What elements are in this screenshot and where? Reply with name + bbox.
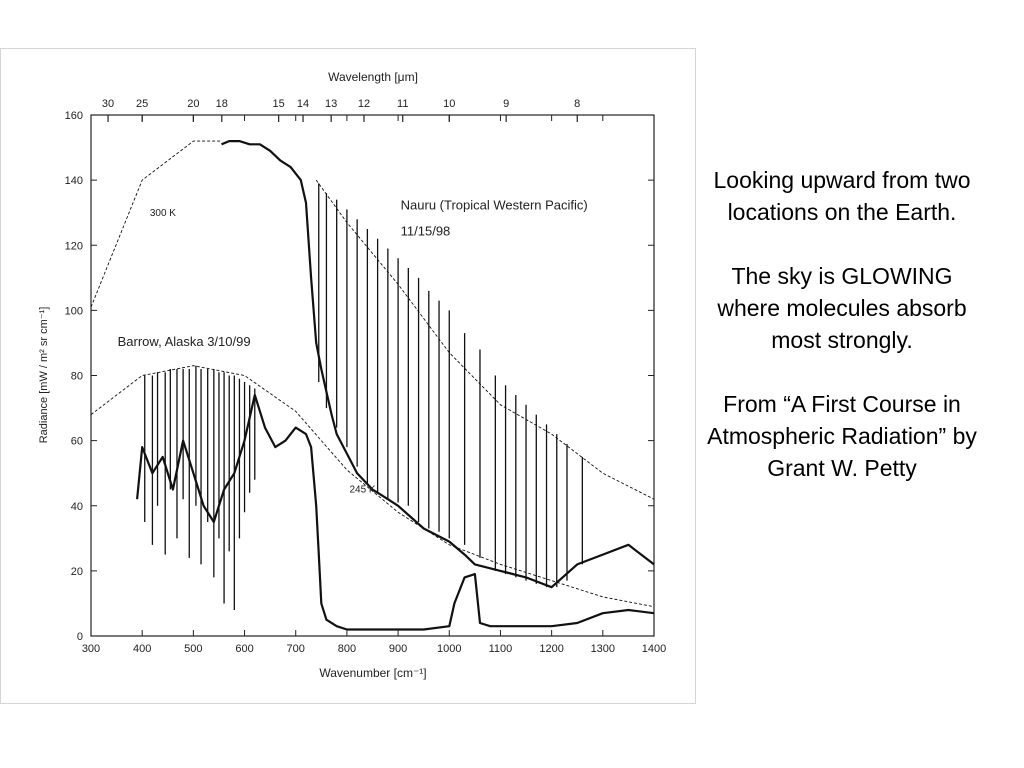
chart-annotation: 11/15/98	[401, 223, 451, 238]
x-tick-label: 1400	[642, 643, 666, 655]
top-tick-label: 18	[216, 98, 228, 110]
top-tick-label: 14	[297, 98, 309, 110]
y-tick-label: 140	[65, 175, 83, 187]
data-layer	[90, 140, 655, 631]
x-tick-label: 800	[338, 643, 356, 655]
chart-annotation: 245 K	[349, 485, 375, 496]
plot-frame	[90, 114, 655, 637]
top-axis-label: Wavelength [μm]	[328, 70, 418, 84]
chart-annotation: Barrow, Alaska 3/10/99	[118, 334, 251, 349]
y-tick-label: 20	[71, 566, 83, 578]
top-tick-label: 20	[187, 98, 199, 110]
x-tick-label: 1200	[539, 643, 563, 655]
top-tick-label: 25	[136, 98, 148, 110]
x-tick-label: 300	[82, 643, 100, 655]
blackbody-curve-3	[315, 179, 655, 500]
y-tick-label: 80	[71, 371, 83, 383]
ticks-layer	[90, 114, 655, 637]
x-tick-label: 1100	[489, 643, 513, 655]
caption-paragraph-2: The sky is GLOWING where molecules absor…	[717, 263, 967, 353]
x-tick-label: 900	[389, 643, 407, 655]
caption: Looking upward from two locations on the…	[700, 164, 984, 516]
spectrum-line-0	[221, 140, 655, 589]
x-axis-label: Wavenumber [cm⁻¹]	[319, 666, 426, 680]
x-tick-label: 700	[287, 643, 305, 655]
top-tick-label: 9	[503, 98, 509, 110]
figure-panel: 300 400 500 600 700 800 900 1000 1100 1200 1300 140…	[0, 48, 696, 704]
blackbody-curve-2	[90, 140, 222, 308]
caption-paragraph-1: Looking upward from two locations on the…	[713, 167, 971, 225]
top-tick-label: 13	[325, 98, 337, 110]
caption-paragraph-3: From “A First Course in Atmospheric Radi…	[707, 391, 977, 481]
blackbody-curve-4	[90, 365, 655, 608]
y-tick-label: 120	[65, 240, 83, 252]
x-tick-label: 500	[184, 643, 202, 655]
chart-annotation: Nauru (Tropical Western Pacific)	[401, 197, 588, 212]
top-tick-label: 15	[273, 98, 285, 110]
x-tick-label: 1300	[591, 643, 615, 655]
x-tick-label: 1000	[437, 643, 461, 655]
top-tick-label: 11	[397, 98, 408, 110]
top-tick-label: 8	[574, 98, 580, 110]
top-tick-label: 12	[358, 98, 370, 110]
radiance-chart: 300 400 500 600 700 800 900 1000 1100 1200 1300 140…	[38, 70, 667, 680]
labels-layer: 300 400 500 600 700 800 900 1000 1100 1200 1300 140…	[65, 98, 667, 655]
y-tick-label: 60	[71, 436, 83, 448]
y-tick-label: 40	[71, 501, 83, 513]
y-tick-label: 160	[65, 110, 83, 122]
y-tick-label: 0	[77, 631, 83, 643]
top-tick-label: 30	[102, 98, 114, 110]
x-tick-label: 600	[235, 643, 253, 655]
spectrum-line-1	[136, 393, 655, 631]
y-tick-label: 100	[65, 305, 83, 317]
chart-annotation: 300 K	[150, 208, 176, 219]
y-axis-label: Radiance [mW / m² sr cm⁻¹]	[38, 307, 50, 444]
x-tick-label: 400	[133, 643, 151, 655]
top-tick-label: 10	[443, 98, 455, 110]
